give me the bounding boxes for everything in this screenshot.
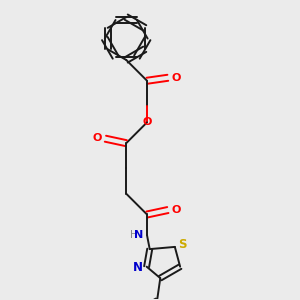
Text: O: O [172,205,181,215]
Text: O: O [143,117,152,128]
Text: O: O [92,133,102,143]
Text: S: S [178,238,187,251]
Text: N: N [134,230,143,240]
Text: O: O [172,73,181,83]
Text: H: H [130,230,138,240]
Text: N: N [133,261,143,274]
